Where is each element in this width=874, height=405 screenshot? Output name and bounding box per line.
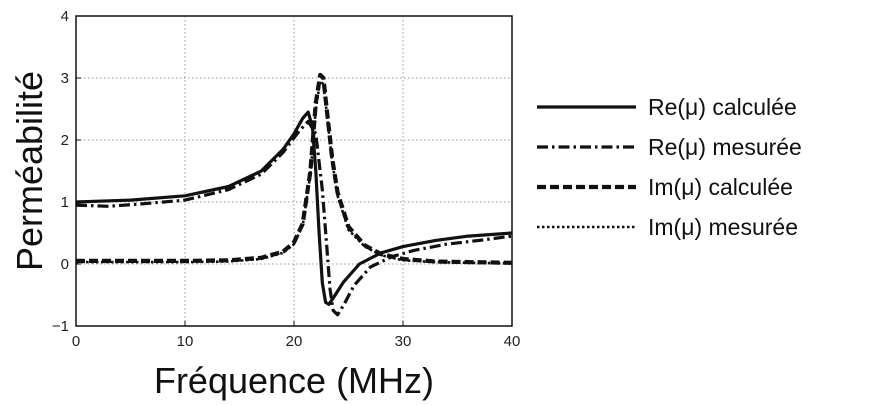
y-tick-label: −1 <box>52 318 69 335</box>
x-tick-label: 0 <box>72 333 80 350</box>
series-line-2 <box>75 119 513 317</box>
x-tick-label: 40 <box>504 333 521 350</box>
x-tick-label: 20 <box>286 333 303 350</box>
plot-frame <box>75 15 513 327</box>
y-axis-label: Perméabilité <box>9 71 50 271</box>
y-tick-label: 2 <box>61 132 69 149</box>
plot-series <box>75 72 513 317</box>
series-line-4 <box>76 79 513 265</box>
series-line-1 <box>75 110 513 306</box>
legend-label-4: Im(μ) mesurée <box>648 214 798 240</box>
y-tick-label: 4 <box>61 8 69 25</box>
x-axis-label: Fréquence (MHz) <box>154 360 434 401</box>
legend-label-1: Re(μ) calculée <box>648 94 797 120</box>
legend-label-2: Re(μ) mesurée <box>648 134 802 160</box>
grid-lines <box>76 16 512 326</box>
y-tick-label: 0 <box>61 256 69 273</box>
y-tick-label: 1 <box>61 194 69 211</box>
series-line-3 <box>76 72 513 265</box>
legend: Re(μ) calculée Re(μ) mesurée Im(μ) calculé… <box>537 94 802 240</box>
y-tick-label: 3 <box>61 70 69 87</box>
x-tick-label: 30 <box>395 333 412 350</box>
legend-label-3: Im(μ) calculée <box>648 174 793 200</box>
x-tick-label: 10 <box>177 333 194 350</box>
